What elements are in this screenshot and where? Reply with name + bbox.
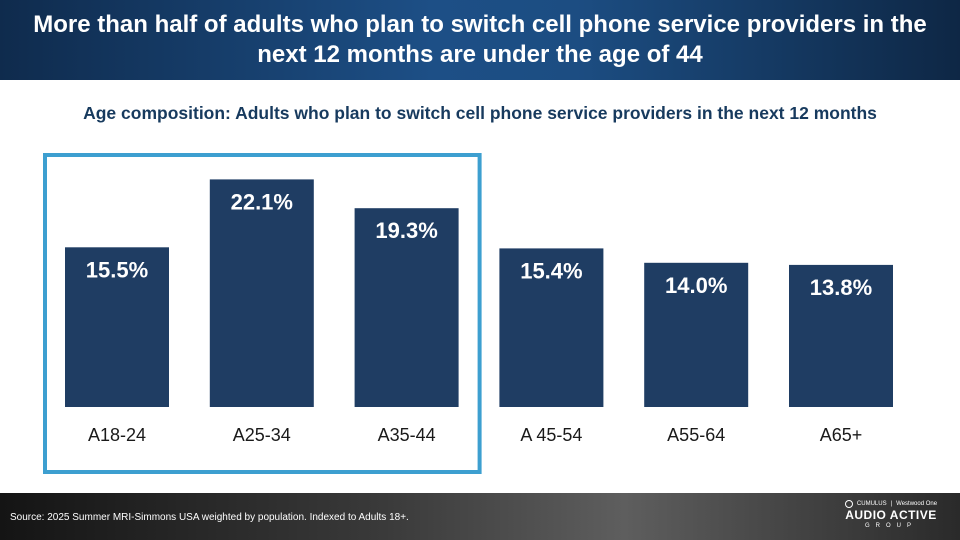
- logo-main-text: AUDIO ACTIVE: [845, 508, 937, 522]
- bar-a-45-54: [499, 248, 604, 407]
- logo-cumulus-text: CUMULUS: [856, 500, 887, 507]
- bar-a35-44: [354, 208, 459, 407]
- logo-westwood-text: Westwood One: [896, 500, 938, 507]
- x-tick-label: A55-64: [667, 425, 725, 445]
- footer-bar: Source: 2025 Summer MRI-Simmons USA weig…: [0, 493, 960, 540]
- x-tick-label: A35-44: [378, 425, 436, 445]
- x-tick-label: A18-24: [88, 425, 146, 445]
- logo-sub-text: GROUP: [864, 523, 917, 529]
- bar-a25-34: [209, 179, 314, 407]
- x-tick-label: A 45-54: [520, 425, 582, 445]
- x-tick-label: A65+: [820, 425, 863, 445]
- data-label: 15.5%: [86, 257, 148, 282]
- title-banner: More than half of adults who plan to swi…: [0, 0, 960, 80]
- bar-a55-64: [644, 262, 749, 407]
- chart-title: Age composition: Adults who plan to swit…: [83, 103, 877, 123]
- bar-a18-24: [65, 247, 169, 407]
- highlight-box-under-44: [43, 153, 482, 474]
- x-tick-label: A25-34: [233, 425, 291, 445]
- data-label: 22.1%: [231, 189, 293, 214]
- data-label: 19.3%: [375, 218, 437, 243]
- source-note: Source: 2025 Summer MRI-Simmons USA weig…: [10, 512, 409, 523]
- logo-top-row: CUMULUS | Westwood One: [836, 499, 946, 508]
- data-label: 15.4%: [520, 258, 582, 283]
- logo-separator: |: [890, 500, 893, 507]
- data-label: 13.8%: [810, 275, 872, 300]
- data-label: 14.0%: [665, 273, 727, 298]
- bar-a65-: [789, 264, 893, 407]
- page-title: More than half of adults who plan to swi…: [33, 11, 927, 68]
- audio-active-group-logo: CUMULUS | Westwood One AUDIO ACTIVE GROU…: [836, 499, 946, 535]
- cumulus-logo-icon: [844, 499, 853, 508]
- bar-chart: 15.5% A18-24 22.1% A25-34 19.3% A35-44 15.4% A …: [43, 153, 893, 474]
